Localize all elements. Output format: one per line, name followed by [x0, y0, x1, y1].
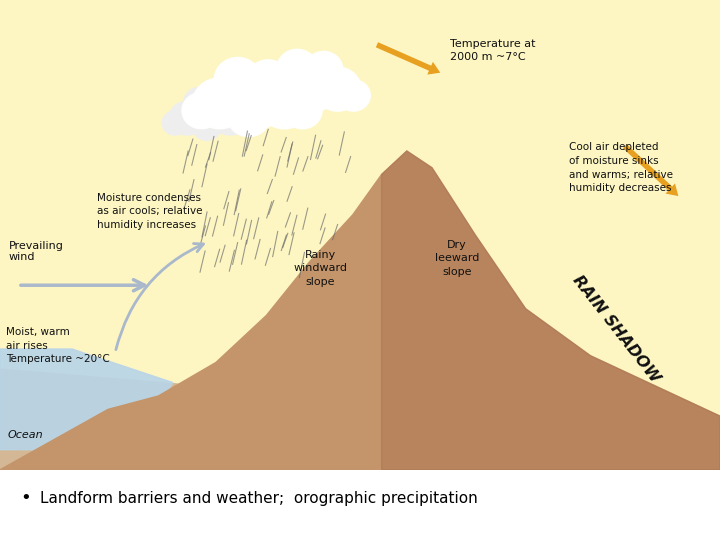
Text: Prevailing
wind: Prevailing wind [9, 241, 63, 262]
Circle shape [212, 101, 248, 135]
Text: RAIN SHADOW: RAIN SHADOW [570, 273, 662, 385]
Polygon shape [0, 151, 720, 470]
Circle shape [215, 57, 261, 101]
Circle shape [162, 111, 188, 135]
Text: Moisture condenses
as air cools; relative
humidity increases: Moisture condenses as air cools; relativ… [97, 193, 203, 230]
Circle shape [228, 97, 270, 137]
Text: •: • [20, 489, 31, 508]
Polygon shape [0, 369, 720, 470]
Circle shape [230, 111, 256, 135]
Text: Landform barriers and weather;  orographic precipitation: Landform barriers and weather; orographi… [40, 491, 477, 506]
Circle shape [257, 78, 312, 129]
Circle shape [182, 92, 221, 129]
Circle shape [205, 89, 234, 117]
Circle shape [249, 80, 283, 111]
Circle shape [217, 64, 288, 131]
Circle shape [258, 67, 305, 111]
Text: Cool air depleted
of moisture sinks
and warms; relative
humidity decreases: Cool air depleted of moisture sinks and … [569, 143, 672, 193]
Text: Temperature at
2000 m ~7°C: Temperature at 2000 m ~7°C [450, 39, 536, 62]
Circle shape [288, 83, 325, 118]
Circle shape [169, 101, 205, 135]
FancyArrowPatch shape [623, 144, 678, 196]
Circle shape [336, 80, 370, 111]
Circle shape [192, 114, 221, 140]
Polygon shape [382, 151, 720, 470]
Circle shape [246, 60, 290, 101]
Text: Dry
leeward
slope: Dry leeward slope [435, 240, 480, 276]
Circle shape [277, 49, 318, 87]
Circle shape [184, 87, 215, 117]
FancyArrowPatch shape [116, 244, 204, 350]
FancyArrowPatch shape [376, 42, 440, 75]
Circle shape [185, 92, 233, 136]
Text: Moist, warm
air rises
Temperature ~20°C: Moist, warm air rises Temperature ~20°C [6, 327, 109, 365]
Circle shape [192, 78, 247, 129]
Text: Ocean: Ocean [7, 430, 42, 440]
Circle shape [283, 92, 322, 129]
Circle shape [305, 51, 343, 87]
Polygon shape [0, 349, 173, 450]
Circle shape [314, 67, 361, 111]
Circle shape [279, 55, 341, 113]
Text: Rainy
windward
slope: Rainy windward slope [294, 250, 348, 287]
